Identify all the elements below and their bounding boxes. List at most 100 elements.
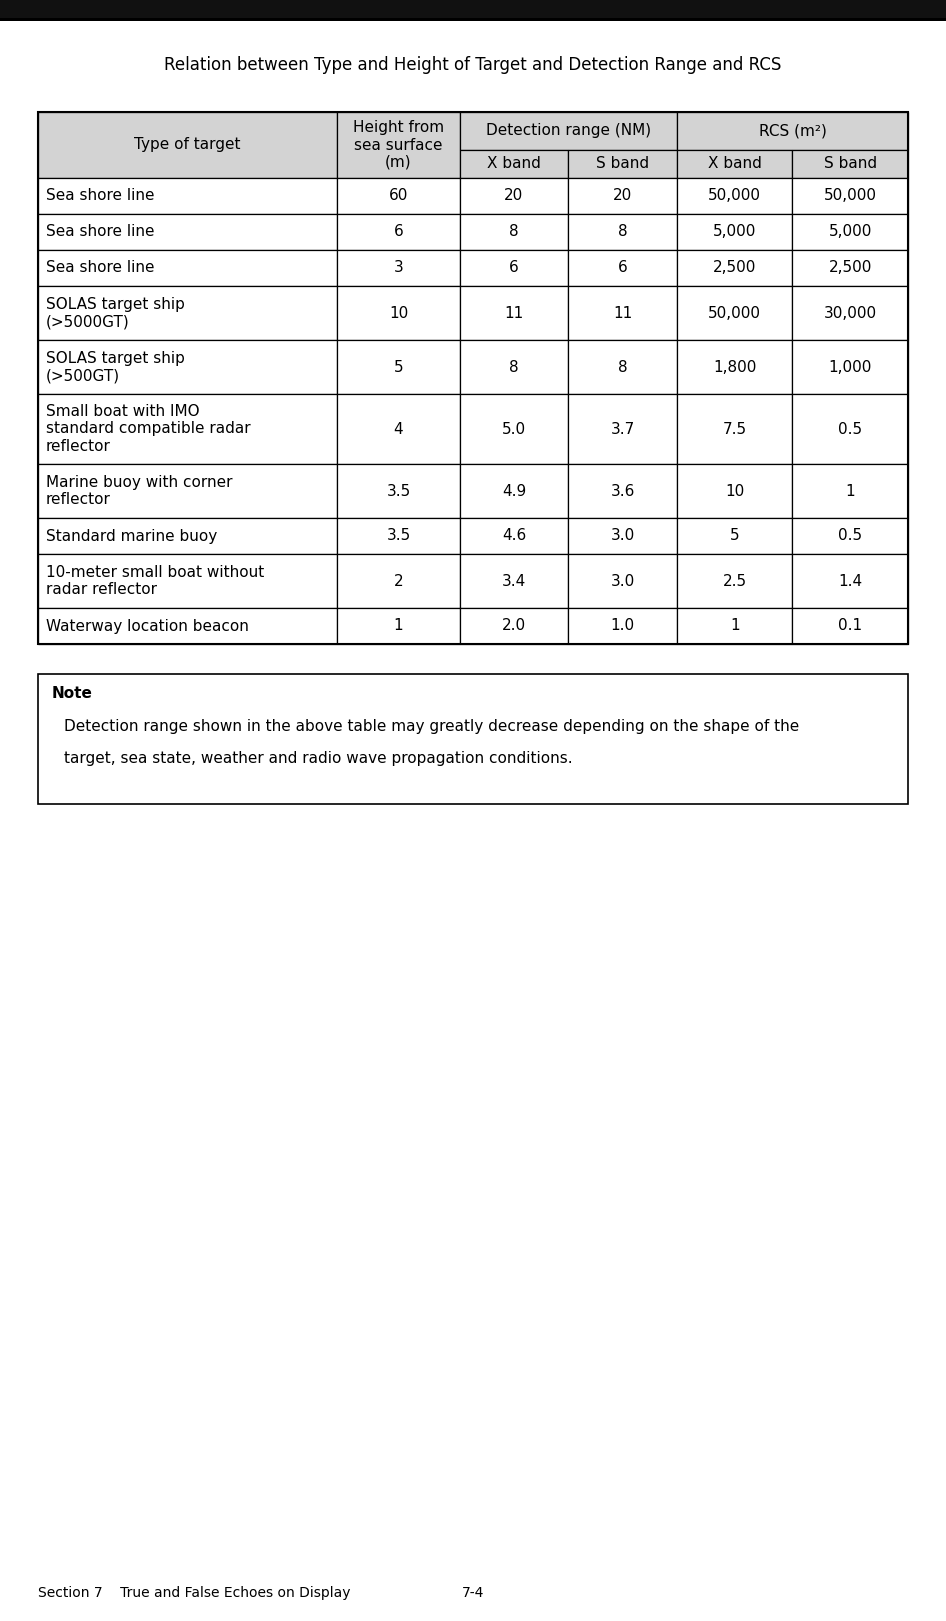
- Bar: [460, 608, 569, 644]
- Text: 6: 6: [394, 224, 403, 240]
- Bar: [337, 214, 460, 250]
- Text: 7.5: 7.5: [723, 421, 746, 436]
- Bar: [569, 394, 677, 464]
- Text: 8: 8: [509, 360, 518, 374]
- Bar: [337, 464, 460, 519]
- Text: 10: 10: [389, 305, 408, 321]
- Text: 3.5: 3.5: [386, 528, 411, 543]
- Text: 1,800: 1,800: [713, 360, 757, 374]
- Text: 1.4: 1.4: [838, 574, 863, 588]
- Text: 8: 8: [618, 224, 627, 240]
- Text: SOLAS target ship
(>500GT): SOLAS target ship (>500GT): [46, 350, 184, 383]
- Text: 1,000: 1,000: [829, 360, 872, 374]
- Bar: [38, 112, 337, 178]
- Text: 3.7: 3.7: [610, 421, 635, 436]
- Bar: [38, 340, 337, 394]
- Bar: [569, 214, 677, 250]
- Text: Sea shore line: Sea shore line: [46, 261, 154, 276]
- Text: 6: 6: [618, 261, 627, 276]
- Text: 1: 1: [394, 619, 403, 634]
- Text: Marine buoy with corner
reflector: Marine buoy with corner reflector: [46, 475, 233, 507]
- Bar: [677, 394, 793, 464]
- Bar: [38, 250, 337, 285]
- Bar: [677, 250, 793, 285]
- Text: Detection range shown in the above table may greatly decrease depending on the s: Detection range shown in the above table…: [64, 718, 799, 733]
- Bar: [337, 554, 460, 608]
- Bar: [38, 464, 337, 519]
- Bar: [793, 285, 908, 340]
- Text: 50,000: 50,000: [824, 188, 877, 204]
- Text: 7-4: 7-4: [462, 1585, 484, 1600]
- Bar: [677, 519, 793, 554]
- Text: Section 7    True and False Echoes on Display: Section 7 True and False Echoes on Displ…: [38, 1585, 351, 1600]
- Bar: [677, 178, 793, 214]
- Text: 6: 6: [509, 261, 518, 276]
- Bar: [569, 464, 677, 519]
- Bar: [38, 674, 908, 804]
- Text: 3.0: 3.0: [610, 528, 635, 543]
- Text: 3.6: 3.6: [610, 483, 635, 499]
- Text: 2,500: 2,500: [829, 261, 872, 276]
- Bar: [460, 464, 569, 519]
- Text: X band: X band: [708, 157, 762, 172]
- Text: 5.0: 5.0: [502, 421, 526, 436]
- Text: 30,000: 30,000: [824, 305, 877, 321]
- Text: 2: 2: [394, 574, 403, 588]
- Text: Note: Note: [52, 687, 93, 702]
- Text: 11: 11: [504, 305, 523, 321]
- Bar: [337, 608, 460, 644]
- Bar: [677, 554, 793, 608]
- Bar: [793, 178, 908, 214]
- Text: 0.5: 0.5: [838, 528, 863, 543]
- Text: Relation between Type and Height of Target and Detection Range and RCS: Relation between Type and Height of Targ…: [165, 57, 781, 75]
- Bar: [793, 554, 908, 608]
- Text: SOLAS target ship
(>5000GT): SOLAS target ship (>5000GT): [46, 297, 184, 329]
- Text: S band: S band: [596, 157, 649, 172]
- Bar: [677, 151, 793, 178]
- Text: 20: 20: [613, 188, 632, 204]
- Bar: [460, 214, 569, 250]
- Bar: [569, 151, 677, 178]
- Bar: [38, 112, 908, 644]
- Bar: [677, 340, 793, 394]
- Text: Sea shore line: Sea shore line: [46, 224, 154, 240]
- Bar: [793, 151, 908, 178]
- Bar: [337, 394, 460, 464]
- Text: 1: 1: [730, 619, 740, 634]
- Bar: [460, 112, 677, 151]
- Bar: [38, 178, 337, 214]
- Text: 4.9: 4.9: [502, 483, 526, 499]
- Bar: [569, 285, 677, 340]
- Text: 11: 11: [613, 305, 632, 321]
- Bar: [569, 178, 677, 214]
- Bar: [460, 554, 569, 608]
- Bar: [460, 285, 569, 340]
- Bar: [569, 519, 677, 554]
- Text: 2.0: 2.0: [502, 619, 526, 634]
- Text: 5,000: 5,000: [713, 224, 757, 240]
- Bar: [677, 214, 793, 250]
- Text: X band: X band: [487, 157, 541, 172]
- Bar: [38, 394, 337, 464]
- Bar: [0, 18, 946, 21]
- Bar: [337, 250, 460, 285]
- Bar: [793, 340, 908, 394]
- Bar: [38, 214, 337, 250]
- Text: 8: 8: [618, 360, 627, 374]
- Bar: [460, 151, 569, 178]
- Text: Small boat with IMO
standard compatible radar
reflector: Small boat with IMO standard compatible …: [46, 404, 251, 454]
- Text: 10: 10: [725, 483, 745, 499]
- Bar: [38, 285, 337, 340]
- Bar: [460, 394, 569, 464]
- Bar: [569, 554, 677, 608]
- Text: 0.1: 0.1: [838, 619, 863, 634]
- Text: Waterway location beacon: Waterway location beacon: [46, 619, 249, 634]
- Bar: [793, 464, 908, 519]
- Text: 50,000: 50,000: [709, 305, 762, 321]
- Text: 20: 20: [504, 188, 523, 204]
- Text: target, sea state, weather and radio wave propagation conditions.: target, sea state, weather and radio wav…: [64, 752, 572, 767]
- Bar: [793, 394, 908, 464]
- Bar: [337, 285, 460, 340]
- Text: 3: 3: [394, 261, 403, 276]
- Text: Detection range (NM): Detection range (NM): [485, 123, 651, 138]
